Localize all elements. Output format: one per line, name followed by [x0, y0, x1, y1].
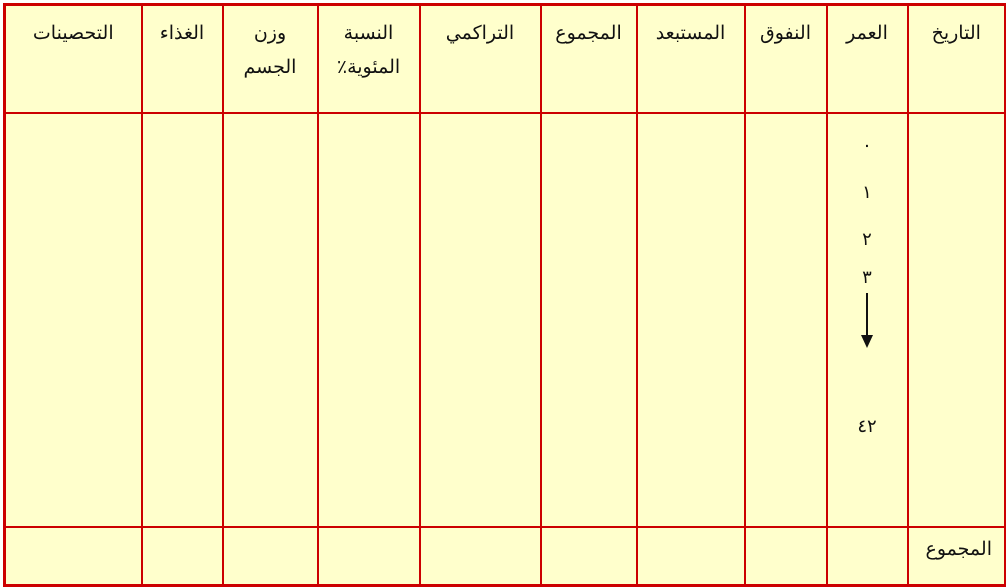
footer-row: المجموع	[3, 526, 1006, 587]
cell-culled	[635, 112, 746, 528]
cell-age: ٠ ١ ٢ ٣ ٤٢	[825, 112, 909, 528]
header-total: المجموع	[539, 3, 638, 114]
header-cumulative: التراكمي	[418, 3, 542, 114]
footer-cell	[825, 526, 909, 587]
age-value: ١	[862, 182, 872, 203]
footer-total-label: المجموع	[906, 526, 1006, 587]
cell-feed	[140, 112, 224, 528]
arrow-down-icon	[860, 293, 874, 403]
header-mortality: النفوق	[743, 3, 828, 114]
poultry-record-table: التاريخ العمر النفوق المستبعد المجموع ال…	[3, 3, 1006, 587]
body-row: ٠ ١ ٢ ٣ ٤٢	[3, 112, 1006, 528]
footer-cell	[221, 526, 319, 587]
footer-cell	[140, 526, 224, 587]
footer-cell	[3, 526, 143, 587]
footer-cell	[743, 526, 828, 587]
header-feed: الغذاء	[140, 3, 224, 114]
header-age: العمر	[825, 3, 909, 114]
header-date: التاريخ	[906, 3, 1006, 114]
cell-date	[906, 112, 1006, 528]
cell-cumulative	[418, 112, 542, 528]
age-value: ٤٢	[857, 416, 877, 437]
footer-cell	[635, 526, 746, 587]
header-culled: المستبعد	[635, 3, 746, 114]
footer-cell	[539, 526, 638, 587]
header-vaccinations: التحصينات	[3, 3, 143, 114]
footer-cell	[316, 526, 421, 587]
cell-total	[539, 112, 638, 528]
footer-cell	[418, 526, 542, 587]
header-body-weight: وزن الجسم	[221, 3, 319, 114]
cell-body-weight	[221, 112, 319, 528]
age-value: ٠	[862, 135, 872, 156]
cell-mortality	[743, 112, 828, 528]
age-value: ٣	[862, 267, 872, 288]
cell-vaccinations	[3, 112, 143, 528]
header-row: التاريخ العمر النفوق المستبعد المجموع ال…	[3, 3, 1006, 114]
header-percentage: النسبة المئوية٪	[316, 3, 421, 114]
age-value: ٢	[862, 229, 872, 250]
cell-percentage	[316, 112, 421, 528]
